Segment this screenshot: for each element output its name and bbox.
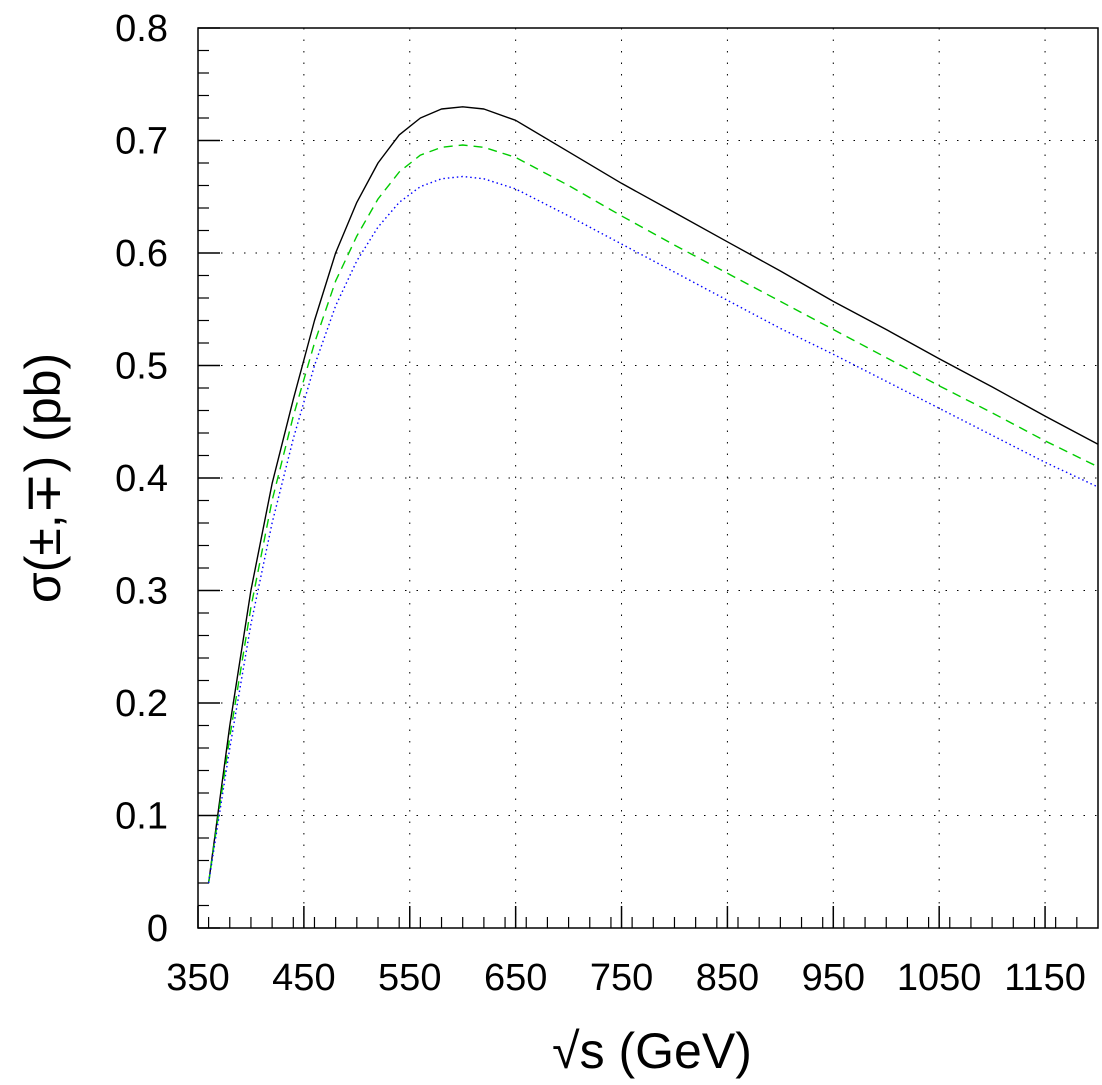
x-axis-label: √s (GeV)	[552, 1023, 752, 1079]
y-axis-label: σ(±,∓) (pb)	[15, 353, 71, 603]
tick-labels: 350 450 550 650 750 850 950 1050 1150 0 0.1 0.2 0.3 0…	[115, 8, 1086, 999]
x-tick-label: 850	[696, 957, 759, 999]
y-tick-label: 0.3	[115, 571, 168, 613]
y-tick-label: 0.2	[115, 683, 168, 725]
x-tick-label: 550	[378, 957, 441, 999]
x-tick-label: 1150	[1004, 957, 1086, 999]
x-tick-label: 750	[590, 957, 653, 999]
grid	[197, 28, 1098, 928]
series-line-1	[207, 106, 1099, 884]
series-line-3	[207, 175, 1099, 884]
x-tick-label: 950	[802, 957, 865, 999]
x-tick-label: 350	[166, 957, 229, 999]
y-tick-label: 0.8	[115, 8, 168, 50]
series-lines	[207, 106, 1099, 884]
plot-frame	[197, 27, 1099, 929]
series-line-2	[207, 144, 1099, 884]
y-tick-label: 0.6	[115, 233, 168, 275]
y-tick-label: 0.7	[115, 121, 168, 163]
y-tick-label: 0.1	[115, 796, 168, 838]
y-tick-label: 0.5	[115, 346, 168, 388]
x-tick-label: 650	[484, 957, 547, 999]
y-tick-label: 0.4	[115, 458, 168, 500]
axis-ticks	[197, 27, 1078, 929]
y-tick-label: 0	[147, 908, 168, 950]
x-tick-label: 450	[272, 957, 335, 999]
x-tick-label: 1050	[897, 957, 982, 999]
